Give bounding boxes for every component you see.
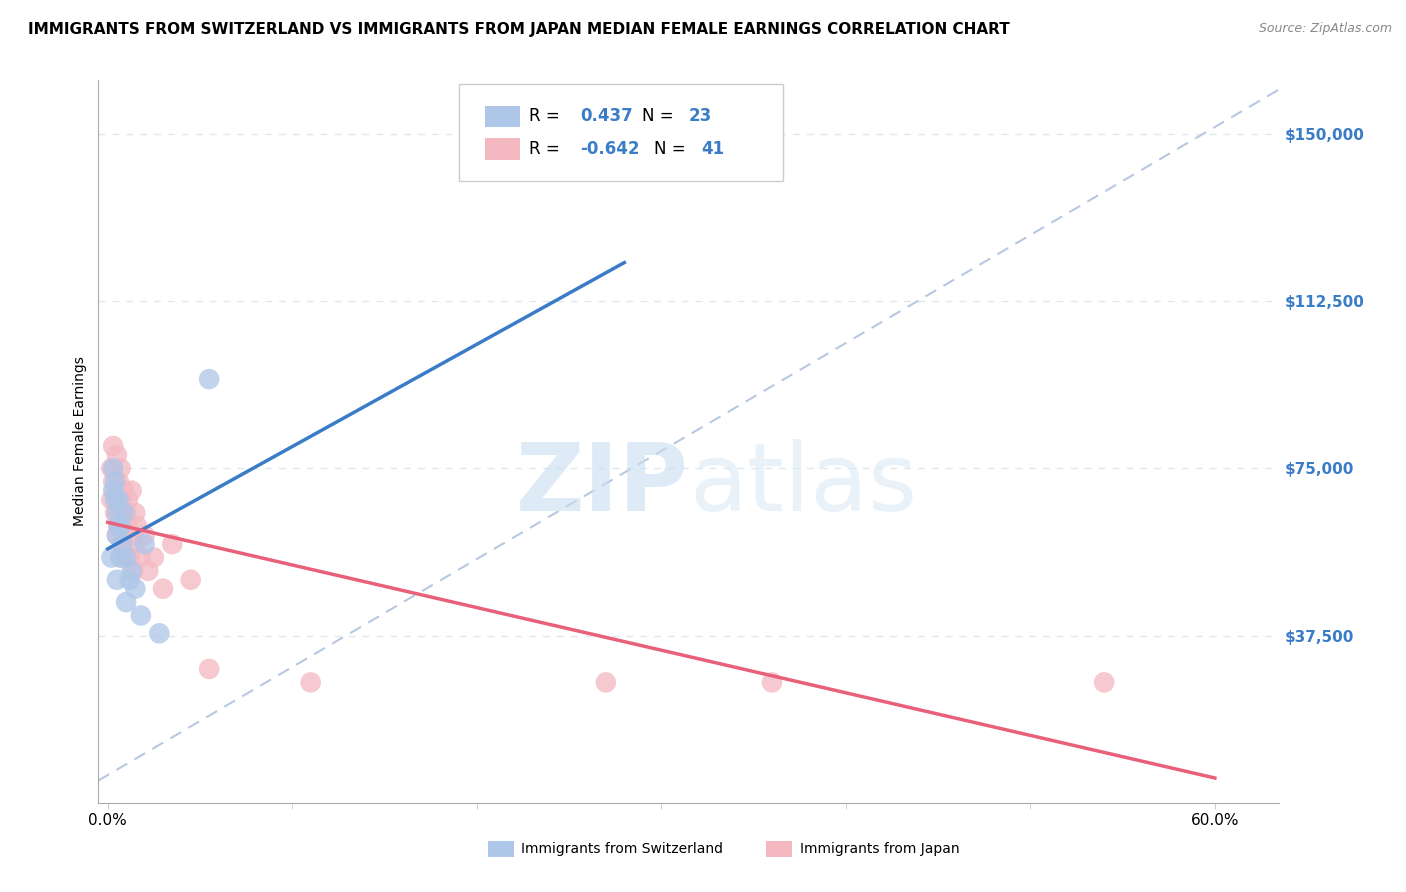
- Text: Source: ZipAtlas.com: Source: ZipAtlas.com: [1258, 22, 1392, 36]
- Point: [104, 483, 127, 498]
- Point: [111, 537, 134, 551]
- Point: [121, 528, 143, 542]
- Text: IMMIGRANTS FROM SWITZERLAND VS IMMIGRANTS FROM JAPAN MEDIAN FEMALE EARNINGS CORR: IMMIGRANTS FROM SWITZERLAND VS IMMIGRANT…: [28, 22, 1010, 37]
- Point: [105, 506, 128, 520]
- Point: [148, 626, 170, 640]
- Point: [104, 492, 127, 507]
- Point: [100, 550, 122, 565]
- Point: [121, 483, 143, 498]
- Point: [299, 675, 322, 690]
- Point: [105, 492, 128, 507]
- Point: [100, 461, 122, 475]
- Text: N =: N =: [641, 107, 679, 126]
- Point: [115, 550, 138, 565]
- Point: [121, 564, 143, 578]
- Point: [152, 582, 174, 596]
- Text: 41: 41: [700, 140, 724, 158]
- Text: N =: N =: [654, 140, 690, 158]
- Point: [122, 564, 145, 578]
- Point: [595, 675, 617, 690]
- Point: [111, 492, 134, 507]
- Text: atlas: atlas: [689, 439, 917, 531]
- Point: [110, 506, 132, 520]
- Point: [129, 550, 152, 565]
- Point: [110, 550, 132, 565]
- Point: [162, 537, 184, 551]
- Text: 0.437: 0.437: [581, 107, 633, 126]
- Point: [124, 582, 146, 596]
- Point: [103, 483, 125, 498]
- Point: [103, 439, 125, 453]
- Point: [198, 662, 221, 676]
- Point: [180, 573, 202, 587]
- Point: [129, 608, 152, 623]
- Point: [124, 537, 146, 551]
- Point: [115, 595, 138, 609]
- Point: [117, 519, 139, 533]
- Point: [107, 492, 129, 507]
- Text: ZIP: ZIP: [516, 439, 689, 531]
- Point: [111, 537, 134, 551]
- Point: [104, 475, 127, 489]
- Text: Immigrants from Japan: Immigrants from Japan: [800, 842, 959, 856]
- Point: [107, 475, 129, 489]
- Point: [112, 528, 135, 542]
- Point: [115, 506, 138, 520]
- Point: [118, 573, 141, 587]
- FancyBboxPatch shape: [458, 84, 783, 181]
- Point: [117, 492, 139, 507]
- Point: [136, 564, 159, 578]
- Point: [142, 550, 165, 565]
- Point: [100, 492, 122, 507]
- Point: [105, 528, 128, 542]
- Point: [103, 475, 125, 489]
- Point: [1092, 675, 1115, 690]
- Point: [127, 519, 149, 533]
- Bar: [485, 138, 520, 160]
- Bar: [488, 841, 515, 857]
- Text: R =: R =: [530, 140, 565, 158]
- Point: [124, 506, 146, 520]
- Point: [112, 483, 135, 498]
- Point: [112, 506, 135, 520]
- Point: [105, 528, 128, 542]
- Point: [134, 537, 156, 551]
- Point: [104, 506, 127, 520]
- Bar: [766, 841, 792, 857]
- Point: [110, 550, 132, 565]
- Point: [198, 372, 221, 386]
- Point: [761, 675, 783, 690]
- Y-axis label: Median Female Earnings: Median Female Earnings: [73, 357, 87, 526]
- Point: [115, 550, 138, 565]
- Point: [134, 528, 156, 542]
- Point: [103, 461, 125, 475]
- Point: [105, 573, 128, 587]
- Point: [107, 519, 129, 533]
- Point: [107, 519, 129, 533]
- Text: Immigrants from Switzerland: Immigrants from Switzerland: [522, 842, 723, 856]
- Text: 23: 23: [689, 107, 713, 126]
- Point: [105, 448, 128, 462]
- Point: [118, 550, 141, 565]
- Text: R =: R =: [530, 107, 565, 126]
- Point: [110, 461, 132, 475]
- Bar: [485, 105, 520, 128]
- Text: -0.642: -0.642: [581, 140, 640, 158]
- Point: [110, 519, 132, 533]
